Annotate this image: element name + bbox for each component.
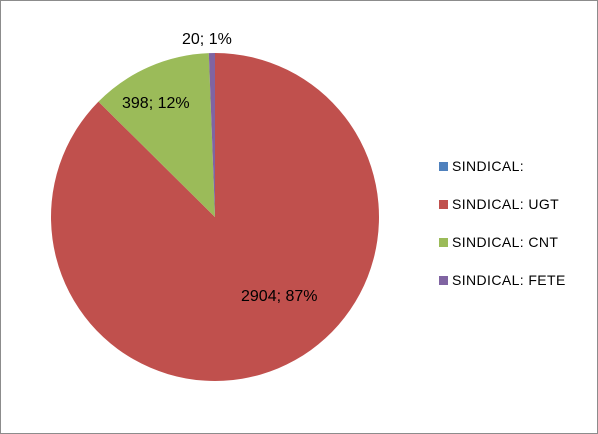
legend-item-sindical: SINDICAL: [439, 147, 595, 185]
data-label-cnt: 398; 12% [122, 95, 190, 112]
legend-item-fete: SINDICAL: FETE [439, 261, 595, 299]
legend-swatch-fete [439, 275, 448, 285]
data-label-ugt: 2904; 87% [241, 288, 318, 305]
legend: SINDICAL: SINDICAL: UGT SINDICAL: CNT SI… [439, 147, 595, 299]
legend-swatch-sindical [439, 161, 448, 171]
data-label-fete: 20; 1% [182, 31, 232, 48]
slice-fete [208, 53, 215, 217]
slice-ugt [50, 53, 379, 381]
legend-label-fete: SINDICAL: FETE [452, 272, 566, 288]
legend-label-ugt: SINDICAL: UGT [452, 196, 560, 212]
pie-slices [50, 53, 379, 381]
legend-swatch-cnt [439, 237, 448, 247]
legend-label-sindical: SINDICAL: [452, 158, 525, 174]
legend-swatch-ugt [439, 199, 448, 209]
legend-item-ugt: SINDICAL: UGT [439, 185, 595, 223]
pie-data-labels: 2904; 87% 398; 12% 20; 1% [122, 31, 318, 305]
legend-label-cnt: SINDICAL: CNT [452, 234, 559, 250]
legend-item-cnt: SINDICAL: CNT [439, 223, 595, 261]
slice-cnt [98, 53, 215, 217]
